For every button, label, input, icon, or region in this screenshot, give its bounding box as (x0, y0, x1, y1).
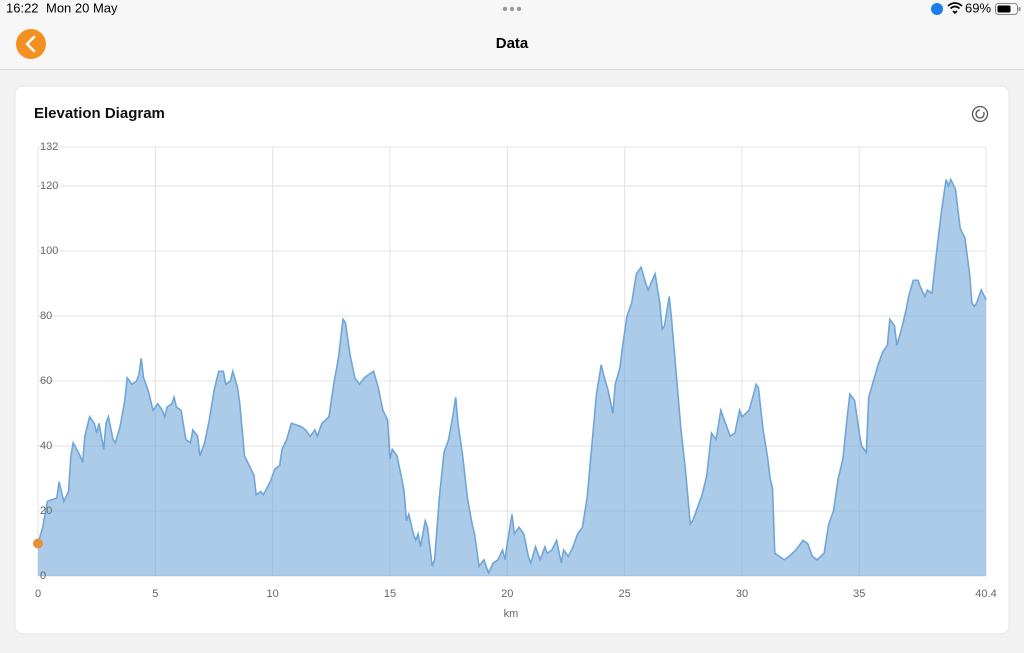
x-tick-label: 15 (384, 588, 396, 600)
status-battery: 69% (965, 0, 991, 15)
x-tick-label: 20 (501, 588, 513, 600)
header-bg (0, 0, 1024, 69)
area-fill (38, 179, 986, 576)
y-tick-label: 60 (40, 375, 52, 387)
wifi-icon (947, 2, 963, 15)
back-button[interactable] (16, 29, 46, 59)
x-tick-label: 40.4 (975, 588, 996, 600)
x-tick-label: 10 (267, 588, 279, 600)
elevation-line (37, 177, 987, 575)
nav-title: Data (496, 35, 529, 52)
status-date: Mon 20 May (46, 0, 118, 15)
y-tick-label: 40 (40, 440, 52, 452)
multitask-dots[interactable] (502, 6, 522, 12)
chart-title: Elevation Diagram (34, 105, 165, 122)
y-tick-label: 20 (40, 505, 52, 517)
y-tick-label: 100 (40, 245, 58, 257)
x-tick-label: 0 (35, 588, 41, 600)
refresh-button[interactable] (971, 105, 989, 123)
battery-icon (995, 3, 1021, 15)
status-time: 16:22 (6, 0, 39, 15)
x-tick-label: 25 (619, 588, 631, 600)
location-icon (931, 3, 943, 15)
position-marker (33, 538, 43, 549)
y-tick-label: 132 (40, 141, 58, 153)
x-tick-label: 30 (736, 588, 748, 600)
x-tick-label: 35 (853, 588, 865, 600)
y-tick-label: 80 (40, 310, 52, 322)
x-tick-label: 5 (152, 588, 158, 600)
y-tick-label: 120 (40, 180, 58, 192)
x-axis-label: km (504, 608, 519, 620)
y-tick-label: 0 (40, 570, 46, 582)
